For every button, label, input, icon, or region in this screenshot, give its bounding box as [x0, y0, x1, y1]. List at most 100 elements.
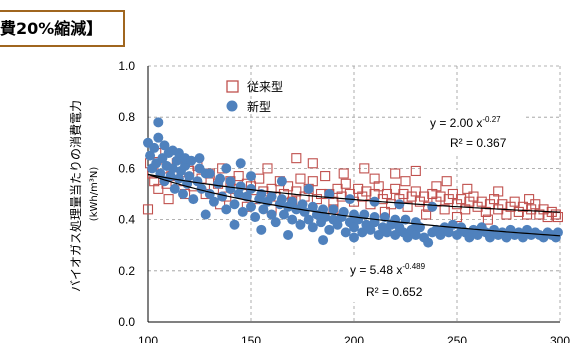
data-point-new-type	[266, 209, 277, 220]
data-point-new-type	[225, 176, 236, 187]
equation-conventional: y = 2.00 x	[430, 116, 482, 130]
data-point-new-type	[153, 117, 164, 128]
data-point-new-type	[246, 183, 256, 194]
data-point-new-type	[237, 206, 248, 217]
data-point-new-type	[169, 183, 180, 194]
data-point-conventional	[163, 194, 174, 205]
data-point-new-type	[394, 199, 405, 210]
data-point-new-type	[208, 196, 219, 207]
data-point-new-type	[379, 212, 390, 223]
data-point-new-type	[250, 212, 261, 223]
legend-marker-new-type	[226, 100, 238, 112]
data-point-new-type	[171, 155, 182, 166]
data-point-new-type	[229, 199, 240, 210]
annotation-box-new-type	[346, 256, 456, 302]
legend-label-conventional: 従来型	[247, 80, 283, 94]
data-point-new-type	[410, 229, 421, 240]
trend-lines	[147, 173, 561, 237]
data-point-new-type	[390, 214, 401, 225]
y-axis-title: バイオガス処理量当たりの消費電力	[68, 100, 83, 292]
data-point-new-type	[423, 237, 434, 248]
data-point-new-type	[217, 191, 228, 202]
data-point-conventional	[447, 188, 458, 200]
x-tick-label: 300	[550, 334, 570, 343]
data-point-new-type	[200, 209, 211, 220]
data-point-new-type	[484, 232, 495, 243]
data-point-new-type	[365, 224, 376, 235]
data-point-conventional	[291, 153, 302, 164]
data-point-conventional	[390, 168, 401, 179]
data-point-new-type	[340, 227, 351, 238]
data-point-new-type	[184, 171, 195, 182]
data-point-new-type	[173, 173, 184, 184]
data-point-conventional	[262, 163, 273, 174]
data-point-conventional	[307, 176, 318, 187]
data-point-conventional	[550, 209, 561, 220]
data-point-new-type	[167, 163, 178, 174]
data-point-new-type	[235, 158, 246, 169]
data-point-conventional	[418, 191, 430, 202]
data-point-new-type	[278, 209, 289, 220]
data-point-new-type	[390, 229, 401, 240]
data-point-new-type	[287, 214, 298, 225]
y-axis-label: バイオガス処理量当たりの消費電力 (kWh/m³N)	[68, 100, 100, 292]
data-point-new-type	[159, 140, 170, 151]
data-point-new-type	[215, 173, 226, 184]
data-point-new-type	[204, 168, 215, 179]
y-tick-label: 0.0	[118, 315, 135, 329]
trend-line-conventional	[147, 173, 561, 213]
data-point-new-type	[501, 232, 512, 243]
data-point-new-type	[235, 181, 246, 192]
legend-label-new-type: 新型	[247, 99, 271, 114]
data-point-conventional	[476, 196, 487, 207]
data-point-new-type	[435, 229, 446, 240]
data-point-new-type	[402, 232, 413, 243]
data-point-new-type	[192, 176, 203, 187]
data-point-conventional	[361, 186, 372, 197]
y-tick-label: 0.8	[118, 110, 135, 124]
data-point-new-type	[324, 224, 335, 235]
exponent-conventional: -0.27	[482, 115, 501, 124]
data-point-conventional	[359, 163, 370, 174]
series-conventional	[142, 147, 563, 225]
data-point-conventional	[295, 173, 306, 184]
data-point-new-type	[349, 232, 359, 243]
data-point-conventional	[451, 211, 463, 223]
chart-title: 費20%縮減】	[0, 10, 125, 47]
data-point-new-type	[328, 204, 339, 215]
data-point-new-type	[357, 227, 368, 238]
data-point-new-type	[307, 201, 318, 212]
data-point-conventional	[431, 181, 442, 192]
y-tick-label: 0.2	[118, 264, 135, 278]
data-point-conventional	[381, 188, 393, 200]
y-tick-label: 1.0	[118, 59, 135, 73]
y-tick-label: 0.4	[118, 213, 135, 227]
data-point-conventional	[307, 158, 318, 169]
data-point-conventional	[283, 181, 294, 192]
data-point-new-type	[324, 189, 335, 199]
data-point-conventional	[338, 168, 349, 179]
data-point-new-type	[369, 212, 380, 223]
data-point-conventional	[398, 188, 409, 200]
x-tick-label: 200	[344, 334, 364, 343]
data-point-new-type	[464, 232, 475, 243]
data-point-conventional	[390, 183, 401, 194]
data-point-new-type	[233, 189, 244, 199]
data-point-conventional	[462, 183, 473, 194]
data-point-conventional	[468, 191, 479, 202]
data-point-new-type	[303, 214, 314, 225]
data-point-conventional	[400, 176, 411, 187]
exponent-new-type: -0.489	[402, 262, 425, 271]
data-point-conventional	[233, 171, 244, 182]
data-point-new-type	[186, 155, 197, 166]
data-point-conventional	[552, 211, 563, 223]
data-point-conventional	[456, 194, 467, 205]
data-point-new-type	[256, 224, 267, 235]
svg-text:y = 2.00 x-0.27: y = 2.00 x-0.27	[430, 115, 501, 130]
data-point-new-type	[276, 176, 287, 187]
data-point-new-type	[145, 150, 156, 161]
data-point-new-type	[241, 191, 252, 202]
data-point-conventional	[254, 173, 265, 184]
data-point-conventional	[410, 165, 421, 177]
